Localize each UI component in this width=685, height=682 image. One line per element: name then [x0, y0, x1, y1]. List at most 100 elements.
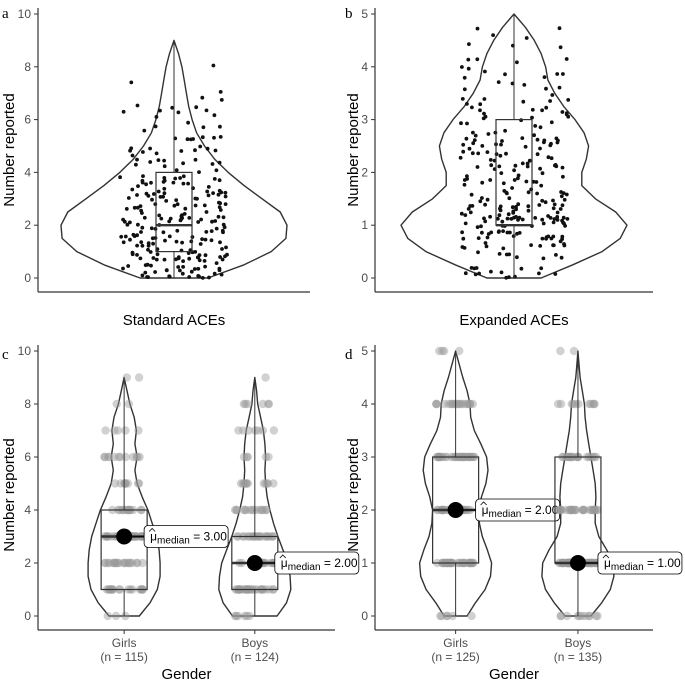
data-point [578, 505, 587, 515]
data-point [217, 205, 222, 210]
data-point [538, 166, 542, 171]
data-point [551, 198, 555, 203]
data-point [499, 270, 504, 275]
data-point [568, 505, 577, 515]
data-point [499, 142, 503, 147]
data-point [174, 239, 179, 244]
data-point [561, 72, 565, 76]
data-point [269, 426, 279, 435]
panel-b: 0 1 2 3 4 5 Number reported b Expanded ACEs [345, 6, 653, 329]
data-point [497, 252, 502, 256]
data-point [204, 230, 209, 234]
data-point [194, 105, 199, 110]
data-point [139, 230, 143, 234]
data-point [556, 611, 565, 621]
data-point [187, 256, 192, 261]
data-point [135, 243, 140, 248]
data-point [523, 144, 528, 149]
y-tick-label: 0 [361, 271, 368, 285]
data-point [526, 204, 531, 209]
data-point [109, 558, 119, 568]
data-point [141, 174, 145, 179]
median-dot [116, 528, 133, 545]
data-point [472, 266, 477, 271]
median-annotation: μmedian = 2.00 [463, 498, 561, 522]
data-point [488, 178, 493, 182]
data-point [176, 265, 181, 269]
data-point [460, 230, 464, 235]
data-point [549, 236, 554, 241]
data-point [196, 266, 201, 271]
data-point [444, 399, 453, 409]
data-point [113, 426, 123, 435]
y-tick-label: 4 [361, 397, 368, 411]
data-point [439, 346, 449, 356]
panel-label: a [2, 6, 9, 22]
data-point [448, 399, 457, 409]
data-point [483, 114, 488, 119]
y-tick-label: 0 [24, 609, 31, 623]
data-point [497, 164, 502, 169]
data-point [448, 611, 457, 621]
data-point [538, 244, 543, 248]
data-point [161, 230, 166, 235]
data-point [221, 230, 225, 235]
data-point [546, 155, 551, 160]
data-point [470, 204, 475, 208]
y-tick-label: 2 [361, 165, 368, 179]
data-point [578, 505, 588, 515]
data-point [126, 558, 135, 568]
y-tick-label: 2 [361, 503, 368, 517]
data-point [485, 197, 490, 202]
data-point [245, 505, 255, 515]
data-point [443, 611, 452, 621]
data-point [152, 192, 156, 196]
data-point [209, 229, 214, 234]
data-point [484, 244, 489, 249]
annotation-text: μmedian = 1.00 [604, 556, 681, 573]
data-point [207, 275, 211, 280]
y-tick-label: 4 [24, 165, 31, 179]
data-point [187, 216, 192, 220]
data-point [553, 163, 558, 167]
data-point [465, 121, 469, 126]
data-point [124, 558, 134, 568]
data-point [121, 109, 126, 114]
data-point [450, 399, 460, 409]
data-point [159, 216, 164, 221]
data-point [580, 611, 590, 621]
data-point [198, 242, 203, 246]
data-point [544, 86, 548, 91]
data-point [472, 138, 477, 143]
data-point [571, 505, 581, 515]
data-point [568, 399, 578, 409]
data-point [258, 505, 268, 515]
mu-subscript: median [611, 562, 644, 573]
data-point [240, 611, 250, 621]
data-point [110, 452, 119, 462]
y-tick-label: 3 [361, 113, 368, 127]
data-point [193, 203, 198, 208]
data-point [121, 479, 130, 488]
data-point [556, 505, 566, 515]
data-point [135, 452, 144, 462]
data-point [519, 266, 524, 271]
data-point [532, 133, 536, 138]
data-point [530, 115, 534, 120]
data-point [210, 162, 215, 166]
data-point [122, 373, 131, 382]
data-point [223, 194, 228, 199]
y-tick-label: 0 [24, 271, 31, 285]
data-point [459, 121, 463, 126]
data-point [202, 259, 207, 263]
data-point [461, 236, 466, 241]
data-point [121, 266, 125, 271]
data-point [579, 505, 588, 515]
x-tick-sublabel: (n = 135) [554, 650, 602, 664]
data-point [464, 399, 474, 409]
data-point [540, 198, 545, 203]
data-point [566, 505, 576, 515]
data-point [555, 505, 565, 515]
